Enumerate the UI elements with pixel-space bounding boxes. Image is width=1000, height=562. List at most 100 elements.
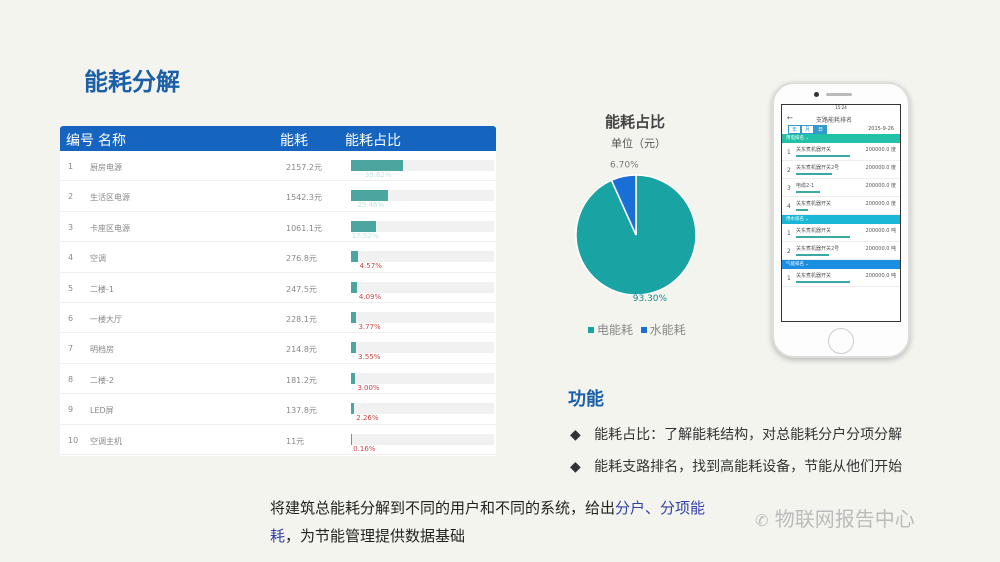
share-percent: 17.52% bbox=[351, 231, 379, 240]
phone-list-item[interactable]: 1 关东煮机器开关 200000.0 吨 bbox=[782, 224, 900, 242]
row-id: 8 bbox=[68, 374, 74, 384]
share-percent: 25.46% bbox=[357, 201, 385, 210]
speaker-icon bbox=[826, 93, 852, 96]
phone-screen: 15:24 ← 支路能耗排名 年月日 2015-9-26 用电排名 ⌄ 1 关东煮机… bbox=[781, 104, 901, 322]
summary-highlight: 分户、分项能 bbox=[615, 499, 706, 517]
share-bar-fill bbox=[351, 372, 356, 384]
row-name: 厨房电源 bbox=[90, 163, 122, 172]
legend-water: 水能耗 bbox=[649, 323, 686, 337]
share-bar: 4.09% bbox=[351, 281, 494, 301]
row-energy: 137.8元 bbox=[286, 406, 317, 416]
diamond-bullet-icon: ◆ bbox=[570, 427, 581, 443]
row-energy: 276.8元 bbox=[286, 254, 317, 264]
row-name: 卡座区电源 bbox=[90, 223, 130, 233]
row-energy: 11元 bbox=[286, 436, 305, 446]
row-name: LED屏 bbox=[90, 406, 114, 416]
table-row: 9 LED屏 137.8元 2.26% bbox=[60, 394, 496, 425]
row-name: 明档房 bbox=[90, 345, 114, 355]
share-percent: 0.16% bbox=[353, 444, 376, 453]
summary-text: 将建筑总能耗分解到不同的用户和不同的系统，给出分户、分项能 耗，为节能管理提供数据… bbox=[270, 494, 770, 550]
phone-list-item[interactable]: 2 关东煮机器开关2号 200000.0 度 bbox=[782, 161, 900, 179]
header-id: 编号 bbox=[66, 133, 94, 149]
phone-header: 支路能耗排名 bbox=[816, 117, 853, 124]
share-bar-fill bbox=[351, 342, 357, 354]
table-header: 编号 名称 能耗 能耗占比 bbox=[60, 126, 496, 151]
phone-date: 2015-9-26 bbox=[868, 126, 894, 132]
pie-chart: 93.30% 6.70% bbox=[575, 160, 697, 304]
row-id: 1 bbox=[68, 162, 74, 171]
pie-label: 6.70% bbox=[610, 160, 639, 170]
phone-list-item[interactable]: 1 关东煮机器开关 200000.0 度 bbox=[782, 143, 900, 161]
share-bar-fill bbox=[351, 311, 357, 323]
share-bar: 0.16% bbox=[351, 433, 494, 453]
phone-tab[interactable]: 日 bbox=[814, 125, 828, 134]
share-bar: 3.55% bbox=[351, 342, 494, 361]
row-id: 5 bbox=[68, 283, 74, 293]
phone-mockup: 15:24 ← 支路能耗排名 年月日 2015-9-26 用电排名 ⌄ 1 关东煮机… bbox=[772, 82, 910, 358]
summary-part: ，为节能管理提供数据基础 bbox=[285, 527, 466, 545]
share-percent: 4.09% bbox=[358, 292, 382, 301]
watermark: ✆ 物联网报告中心 bbox=[755, 503, 915, 532]
phone-tab[interactable]: 月 bbox=[801, 125, 815, 134]
table-row: 3 卡座区电源 1061.1元 17.52% bbox=[60, 212, 496, 243]
row-id: 2 bbox=[68, 192, 74, 202]
share-percent: 3.55% bbox=[358, 353, 381, 362]
back-arrow-icon[interactable]: ← bbox=[787, 114, 793, 122]
row-name: 一楼大厅 bbox=[90, 314, 122, 324]
table-row: 5 二楼-1 247.5元 4.09% bbox=[60, 273, 496, 303]
phone-tab[interactable]: 年 bbox=[788, 125, 802, 134]
row-id: 7 bbox=[68, 344, 74, 354]
phone-list-item[interactable]: 4 关东煮机器开关 200000.0 度 bbox=[782, 197, 900, 215]
row-name: 空调 bbox=[90, 254, 106, 264]
table-row: 4 空调 276.8元 4.57% bbox=[60, 242, 496, 273]
page-title: 能耗分解 bbox=[84, 68, 180, 96]
table-row: 10 空调主机 11元 0.16% bbox=[60, 425, 496, 455]
row-id: 9 bbox=[68, 405, 74, 415]
status-bar: 15:24 bbox=[835, 105, 847, 110]
pie-legend: 电能耗 水能耗 bbox=[588, 321, 686, 338]
row-id: 3 bbox=[68, 222, 74, 232]
table-row: 7 明档房 214.8元 3.55% bbox=[60, 333, 496, 364]
share-bar: 3.77% bbox=[351, 311, 494, 331]
watermark-text: 物联网报告中心 bbox=[774, 507, 915, 531]
row-id: 4 bbox=[68, 253, 74, 263]
share-bar-fill bbox=[351, 220, 377, 232]
table-row: 2 生活区电源 1542.3元 25.46% bbox=[60, 181, 496, 212]
feature-item: ◆ 能耗占比：了解能耗结构，对总能耗分户分项分解 bbox=[570, 424, 902, 444]
camera-icon bbox=[814, 92, 819, 97]
phone-list-item[interactable]: 2 关东煮机器开关2号 200000.0 吨 bbox=[782, 242, 900, 260]
pie-slice-electric bbox=[575, 174, 697, 296]
share-percent: 3.00% bbox=[357, 383, 380, 392]
pie-slice-water bbox=[610, 174, 637, 236]
table-row: 8 二楼-2 181.2元 3.00% bbox=[60, 364, 496, 395]
legend-electric: 电能耗 bbox=[597, 323, 634, 337]
share-percent: 4.57% bbox=[359, 262, 382, 271]
home-button[interactable] bbox=[828, 328, 854, 354]
features-title: 功能 bbox=[568, 389, 604, 410]
row-energy: 247.5元 bbox=[286, 284, 317, 294]
share-percent: 2.26% bbox=[356, 414, 379, 423]
share-percent: 35.62% bbox=[364, 171, 392, 179]
row-energy: 2157.2元 bbox=[286, 163, 322, 172]
share-bar: 17.52% bbox=[351, 220, 494, 240]
share-bar-fill bbox=[351, 281, 357, 293]
share-bar: 25.46% bbox=[351, 190, 494, 209]
summary-part: 将建筑总能耗分解到不同的用户和不同的系统，给出 bbox=[270, 499, 616, 517]
phone-list-item[interactable]: 1 关东煮机器开关 200000.0 吨 bbox=[782, 269, 900, 287]
row-id: 6 bbox=[68, 313, 74, 323]
pie-unit: 单位（元） bbox=[611, 137, 666, 150]
phone-section-header[interactable]: 用水排名 ⌄ bbox=[782, 215, 900, 224]
pie-title: 能耗占比 bbox=[605, 113, 666, 131]
table-row: 1 厨房电源 2157.2元 35.62% bbox=[60, 151, 496, 182]
share-bar: 4.57% bbox=[351, 251, 494, 270]
phone-section-header[interactable]: 气能排名 ⌄ bbox=[782, 260, 900, 269]
row-energy: 214.8元 bbox=[286, 345, 317, 355]
share-percent: 3.77% bbox=[358, 322, 381, 331]
phone-section-header[interactable]: 用电排名 ⌄ bbox=[782, 134, 900, 143]
share-bar-fill bbox=[351, 190, 388, 202]
pie-label: 93.30% bbox=[633, 294, 668, 304]
diamond-bullet-icon: ◆ bbox=[570, 459, 581, 475]
phone-list-item[interactable]: 3 电缆2-1 200000.0 度 bbox=[782, 179, 900, 197]
feature-item: ◆ 能耗支路排名，找到高能耗设备，节能从他们开始 bbox=[570, 456, 902, 476]
legend-swatch-water bbox=[640, 327, 647, 333]
